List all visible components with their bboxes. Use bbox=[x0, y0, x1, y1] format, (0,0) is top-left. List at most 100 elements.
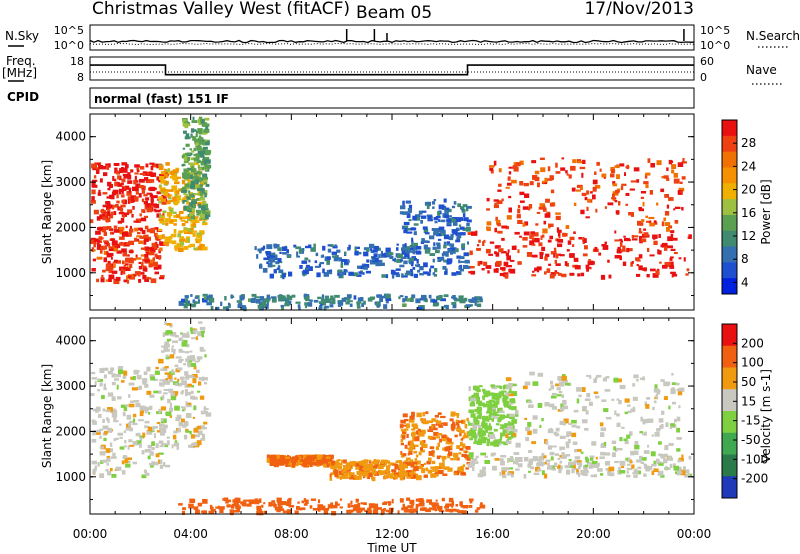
power-range-gate bbox=[436, 233, 442, 237]
velocity-range-gate bbox=[163, 346, 169, 352]
power-range-gate bbox=[296, 255, 300, 258]
velocity-range-gate bbox=[410, 473, 414, 477]
power-range-gate bbox=[542, 207, 547, 212]
power-range-gate bbox=[486, 221, 492, 226]
velocity-range-gate bbox=[380, 510, 384, 516]
velocity-range-gate bbox=[488, 399, 492, 405]
velocity-range-gate bbox=[470, 397, 476, 402]
velocity-range-gate bbox=[457, 510, 464, 513]
velocity-range-gate bbox=[453, 452, 459, 458]
power-range-gate bbox=[144, 259, 150, 263]
power-range-gate bbox=[656, 160, 662, 166]
power-range-gate bbox=[408, 246, 411, 251]
power-range-gate bbox=[607, 202, 614, 206]
power-range-gate bbox=[556, 227, 560, 232]
power-range-gate bbox=[540, 235, 543, 240]
nsky-tick-bottom: 10^0 bbox=[54, 39, 84, 52]
velocity-range-gate bbox=[350, 504, 355, 508]
power-range-gate bbox=[402, 244, 407, 249]
power-range-gate bbox=[544, 177, 548, 183]
velocity-range-gate bbox=[618, 466, 621, 471]
velocity-range-gate bbox=[368, 472, 373, 477]
velocity-range-gate bbox=[603, 408, 609, 413]
power-range-gate bbox=[114, 181, 119, 187]
velocity-range-gate bbox=[619, 384, 626, 390]
velocity-range-gate bbox=[580, 469, 584, 473]
power-range-gate bbox=[378, 253, 381, 259]
velocity-range-gate bbox=[477, 473, 484, 478]
velocity-range-gate bbox=[476, 409, 482, 415]
power-range-gate bbox=[191, 150, 195, 153]
power-range-gate bbox=[135, 165, 140, 168]
power-range-gate bbox=[373, 257, 379, 263]
power-range-gate bbox=[648, 220, 652, 224]
power-range-gate bbox=[176, 214, 181, 218]
power-range-gate bbox=[149, 162, 155, 165]
velocity-range-gate bbox=[468, 409, 475, 414]
power-range-gate bbox=[177, 176, 181, 179]
power-range-gate bbox=[501, 198, 504, 202]
velocity-range-gate bbox=[511, 429, 518, 433]
power-range-gate bbox=[147, 259, 153, 264]
power-range-gate bbox=[326, 260, 330, 265]
velocity-range-gate bbox=[565, 434, 570, 438]
power-range-gate bbox=[125, 187, 132, 190]
power-range-gate bbox=[92, 184, 98, 188]
velocity-range-gate bbox=[415, 454, 419, 458]
velocity-range-gate bbox=[567, 439, 571, 444]
velocity-range-gate bbox=[661, 410, 665, 415]
velocity-range-gate bbox=[174, 377, 177, 380]
velocity-range-gate bbox=[236, 497, 241, 502]
power-range-gate bbox=[472, 300, 477, 303]
velocity-range-gate bbox=[417, 428, 421, 431]
power-range-gate bbox=[195, 142, 198, 148]
power-range-gate bbox=[407, 254, 410, 260]
velocity-range-gate bbox=[669, 463, 673, 468]
power-range-gate bbox=[460, 232, 466, 236]
velocity-range-gate bbox=[143, 371, 148, 376]
velocity-range-gate bbox=[451, 427, 455, 432]
velocity-range-gate bbox=[178, 337, 183, 342]
power-range-gate bbox=[594, 171, 597, 175]
power-range-gate bbox=[666, 227, 670, 232]
power-range-gate bbox=[197, 150, 202, 154]
velocity-range-gate bbox=[203, 421, 208, 425]
power-range-gate bbox=[155, 264, 162, 270]
power-range-gate bbox=[127, 209, 133, 214]
power-range-gate bbox=[573, 257, 579, 262]
power-range-gate bbox=[443, 259, 449, 263]
power-range-gate bbox=[102, 226, 108, 229]
velocity-range-gate bbox=[653, 460, 656, 465]
velocity-range-gate bbox=[507, 460, 510, 463]
velocity-range-gate bbox=[185, 391, 191, 396]
power-range-gate bbox=[143, 234, 149, 239]
velocity-range-gate bbox=[631, 464, 635, 469]
velocity-range-gate bbox=[547, 428, 554, 434]
velocity-range-gate bbox=[573, 460, 580, 464]
power-range-gate bbox=[477, 261, 481, 266]
velocity-range-gate bbox=[478, 407, 482, 411]
power-range-gate bbox=[291, 294, 296, 298]
velocity-range-gate bbox=[499, 471, 502, 476]
power-range-gate bbox=[439, 256, 445, 261]
velocity-range-gate bbox=[139, 411, 144, 417]
power-range-gate bbox=[643, 232, 649, 237]
velocity-range-gate bbox=[421, 429, 426, 434]
velocity-range-gate bbox=[193, 365, 197, 370]
power-range-gate bbox=[164, 173, 168, 177]
power-range-gate bbox=[363, 266, 368, 270]
power-range-gate bbox=[114, 245, 118, 248]
power-range-gate bbox=[331, 300, 336, 305]
velocity-range-gate bbox=[653, 400, 657, 404]
velocity-range-gate bbox=[181, 409, 185, 412]
power-range-gate bbox=[468, 298, 474, 302]
velocity-range-gate bbox=[472, 425, 477, 430]
velocity-range-gate bbox=[544, 402, 550, 407]
velocity-range-gate bbox=[643, 431, 647, 436]
cpid-label: CPID bbox=[7, 90, 39, 104]
power-range-gate bbox=[538, 206, 545, 210]
power-range-gate bbox=[337, 304, 342, 307]
power-range-gate bbox=[127, 180, 133, 184]
velocity-range-gate bbox=[584, 470, 589, 474]
power-range-gate bbox=[385, 274, 389, 279]
